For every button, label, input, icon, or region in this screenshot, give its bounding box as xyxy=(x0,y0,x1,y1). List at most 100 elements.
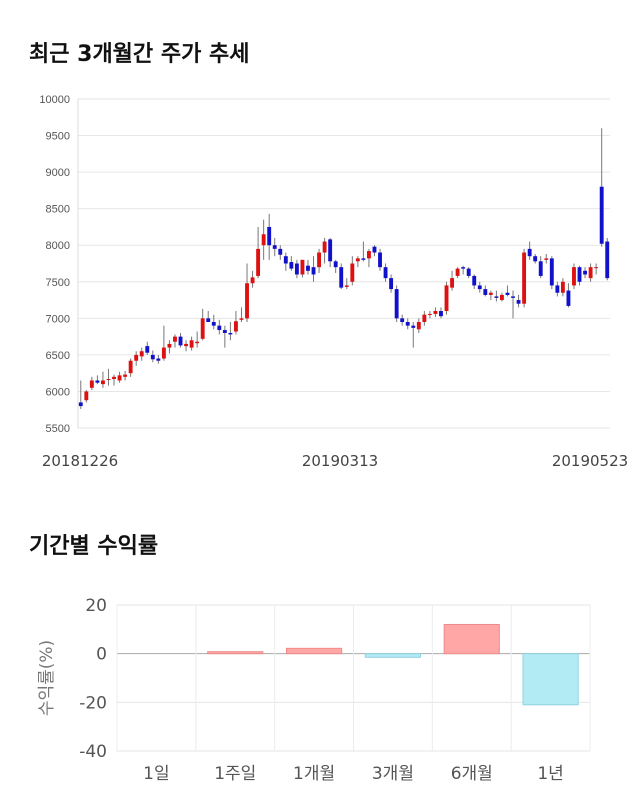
period-return-title: 기간별 수익률 xyxy=(29,534,159,559)
candle-body xyxy=(167,343,172,348)
candle-body xyxy=(267,226,272,246)
candle-body xyxy=(283,256,288,264)
candle-body xyxy=(317,252,322,268)
candle-body xyxy=(378,252,382,268)
candle-body xyxy=(222,330,227,333)
price-candlestick-chart: 5500 6000 6500 7000 7500 8000 8500 9000 9500 1000… xyxy=(39,94,628,470)
price-y-tick-label: 9500 xyxy=(46,131,70,143)
candle-body xyxy=(134,354,139,361)
candle-body xyxy=(450,278,455,288)
candle-body xyxy=(605,241,610,279)
candle-body xyxy=(538,261,543,276)
price-y-tick-label: 6000 xyxy=(46,386,70,398)
candle-body xyxy=(339,267,344,288)
candle-body xyxy=(145,346,150,353)
candle-body xyxy=(112,376,116,380)
return-y-tick-label: -20 xyxy=(79,693,107,713)
candle-body xyxy=(416,321,421,330)
price-y-tick-label: 7000 xyxy=(46,313,70,325)
candle-body xyxy=(472,275,477,286)
candle-body xyxy=(123,374,128,377)
candle-body xyxy=(355,258,360,262)
candle-body xyxy=(95,380,100,383)
candle-body xyxy=(78,402,83,407)
candle-body xyxy=(599,186,604,244)
candle-body xyxy=(488,292,493,295)
candle-body xyxy=(328,239,333,262)
candle-body xyxy=(239,318,244,320)
candle-body xyxy=(433,311,438,314)
candle-body xyxy=(533,256,538,262)
candle-body xyxy=(161,347,166,359)
candle-body xyxy=(272,245,277,249)
candle-body xyxy=(444,285,449,312)
return-y-tick-label: 20 xyxy=(85,596,107,616)
return-bar xyxy=(522,653,579,706)
candle-body xyxy=(106,379,111,381)
candle-body xyxy=(505,292,510,295)
candle-body xyxy=(178,336,183,346)
candle-body xyxy=(278,248,283,255)
candle-body xyxy=(245,283,249,319)
candle-body xyxy=(499,294,504,301)
candle-body xyxy=(128,360,133,374)
candle-body xyxy=(466,268,471,276)
return-bar xyxy=(443,623,500,655)
candle-body xyxy=(594,267,599,269)
candle-body xyxy=(333,261,338,268)
candle-body xyxy=(217,325,222,331)
return-bar xyxy=(207,651,264,655)
candle-body xyxy=(560,281,565,293)
candle-body xyxy=(366,251,371,259)
candle-body xyxy=(427,313,432,315)
price-trend-title: 최근 3개월간 주가 추세 xyxy=(29,42,250,67)
return-bar xyxy=(364,653,422,658)
candle-body xyxy=(422,314,427,322)
candle-body xyxy=(383,267,388,279)
candle-body xyxy=(405,321,410,326)
candle-body xyxy=(189,340,194,348)
candle-body xyxy=(544,258,549,260)
candle-body xyxy=(549,258,554,286)
candle-body xyxy=(411,325,416,328)
candle-body xyxy=(150,354,155,360)
candle-body xyxy=(195,341,200,344)
candle-body xyxy=(566,290,571,306)
candle-body xyxy=(516,300,521,304)
price-y-tick-label: 9000 xyxy=(46,167,70,179)
candle-body xyxy=(583,270,588,275)
candle-body xyxy=(211,321,216,326)
candle-body xyxy=(184,343,189,347)
return-category-label: 1년 xyxy=(537,764,563,784)
candle-body xyxy=(256,248,261,276)
return-category-label: 1개월 xyxy=(293,764,335,784)
candle-body xyxy=(400,318,405,322)
price-y-tick-label: 8500 xyxy=(46,204,70,216)
return-category-label: 6개월 xyxy=(451,764,493,784)
candle-body xyxy=(261,234,266,246)
candle-body xyxy=(588,267,593,279)
return-category-label: 1주일 xyxy=(214,764,256,784)
price-date-label: 20181226 xyxy=(42,452,118,470)
candle-body xyxy=(372,246,377,253)
candle-body xyxy=(100,380,105,385)
candle-body xyxy=(139,351,144,357)
return-category-label: 1일 xyxy=(143,764,169,784)
candle-body xyxy=(289,262,294,269)
return-y-tick-label: 0 xyxy=(96,645,107,665)
candle-body xyxy=(233,321,238,332)
return-y-tick-label: -40 xyxy=(79,742,107,762)
candle-body xyxy=(206,318,211,322)
price-date-label: 20190523 xyxy=(552,452,628,470)
candle-body xyxy=(311,267,316,275)
candle-body xyxy=(228,332,233,335)
candle-body xyxy=(344,285,349,287)
candle-body xyxy=(577,267,582,282)
candle-body xyxy=(483,289,488,295)
candle-body xyxy=(84,391,89,401)
candle-body xyxy=(89,380,94,388)
candle-body xyxy=(294,263,299,275)
candle-body xyxy=(389,278,394,290)
candle-body xyxy=(250,277,255,284)
candle-body xyxy=(455,268,460,276)
